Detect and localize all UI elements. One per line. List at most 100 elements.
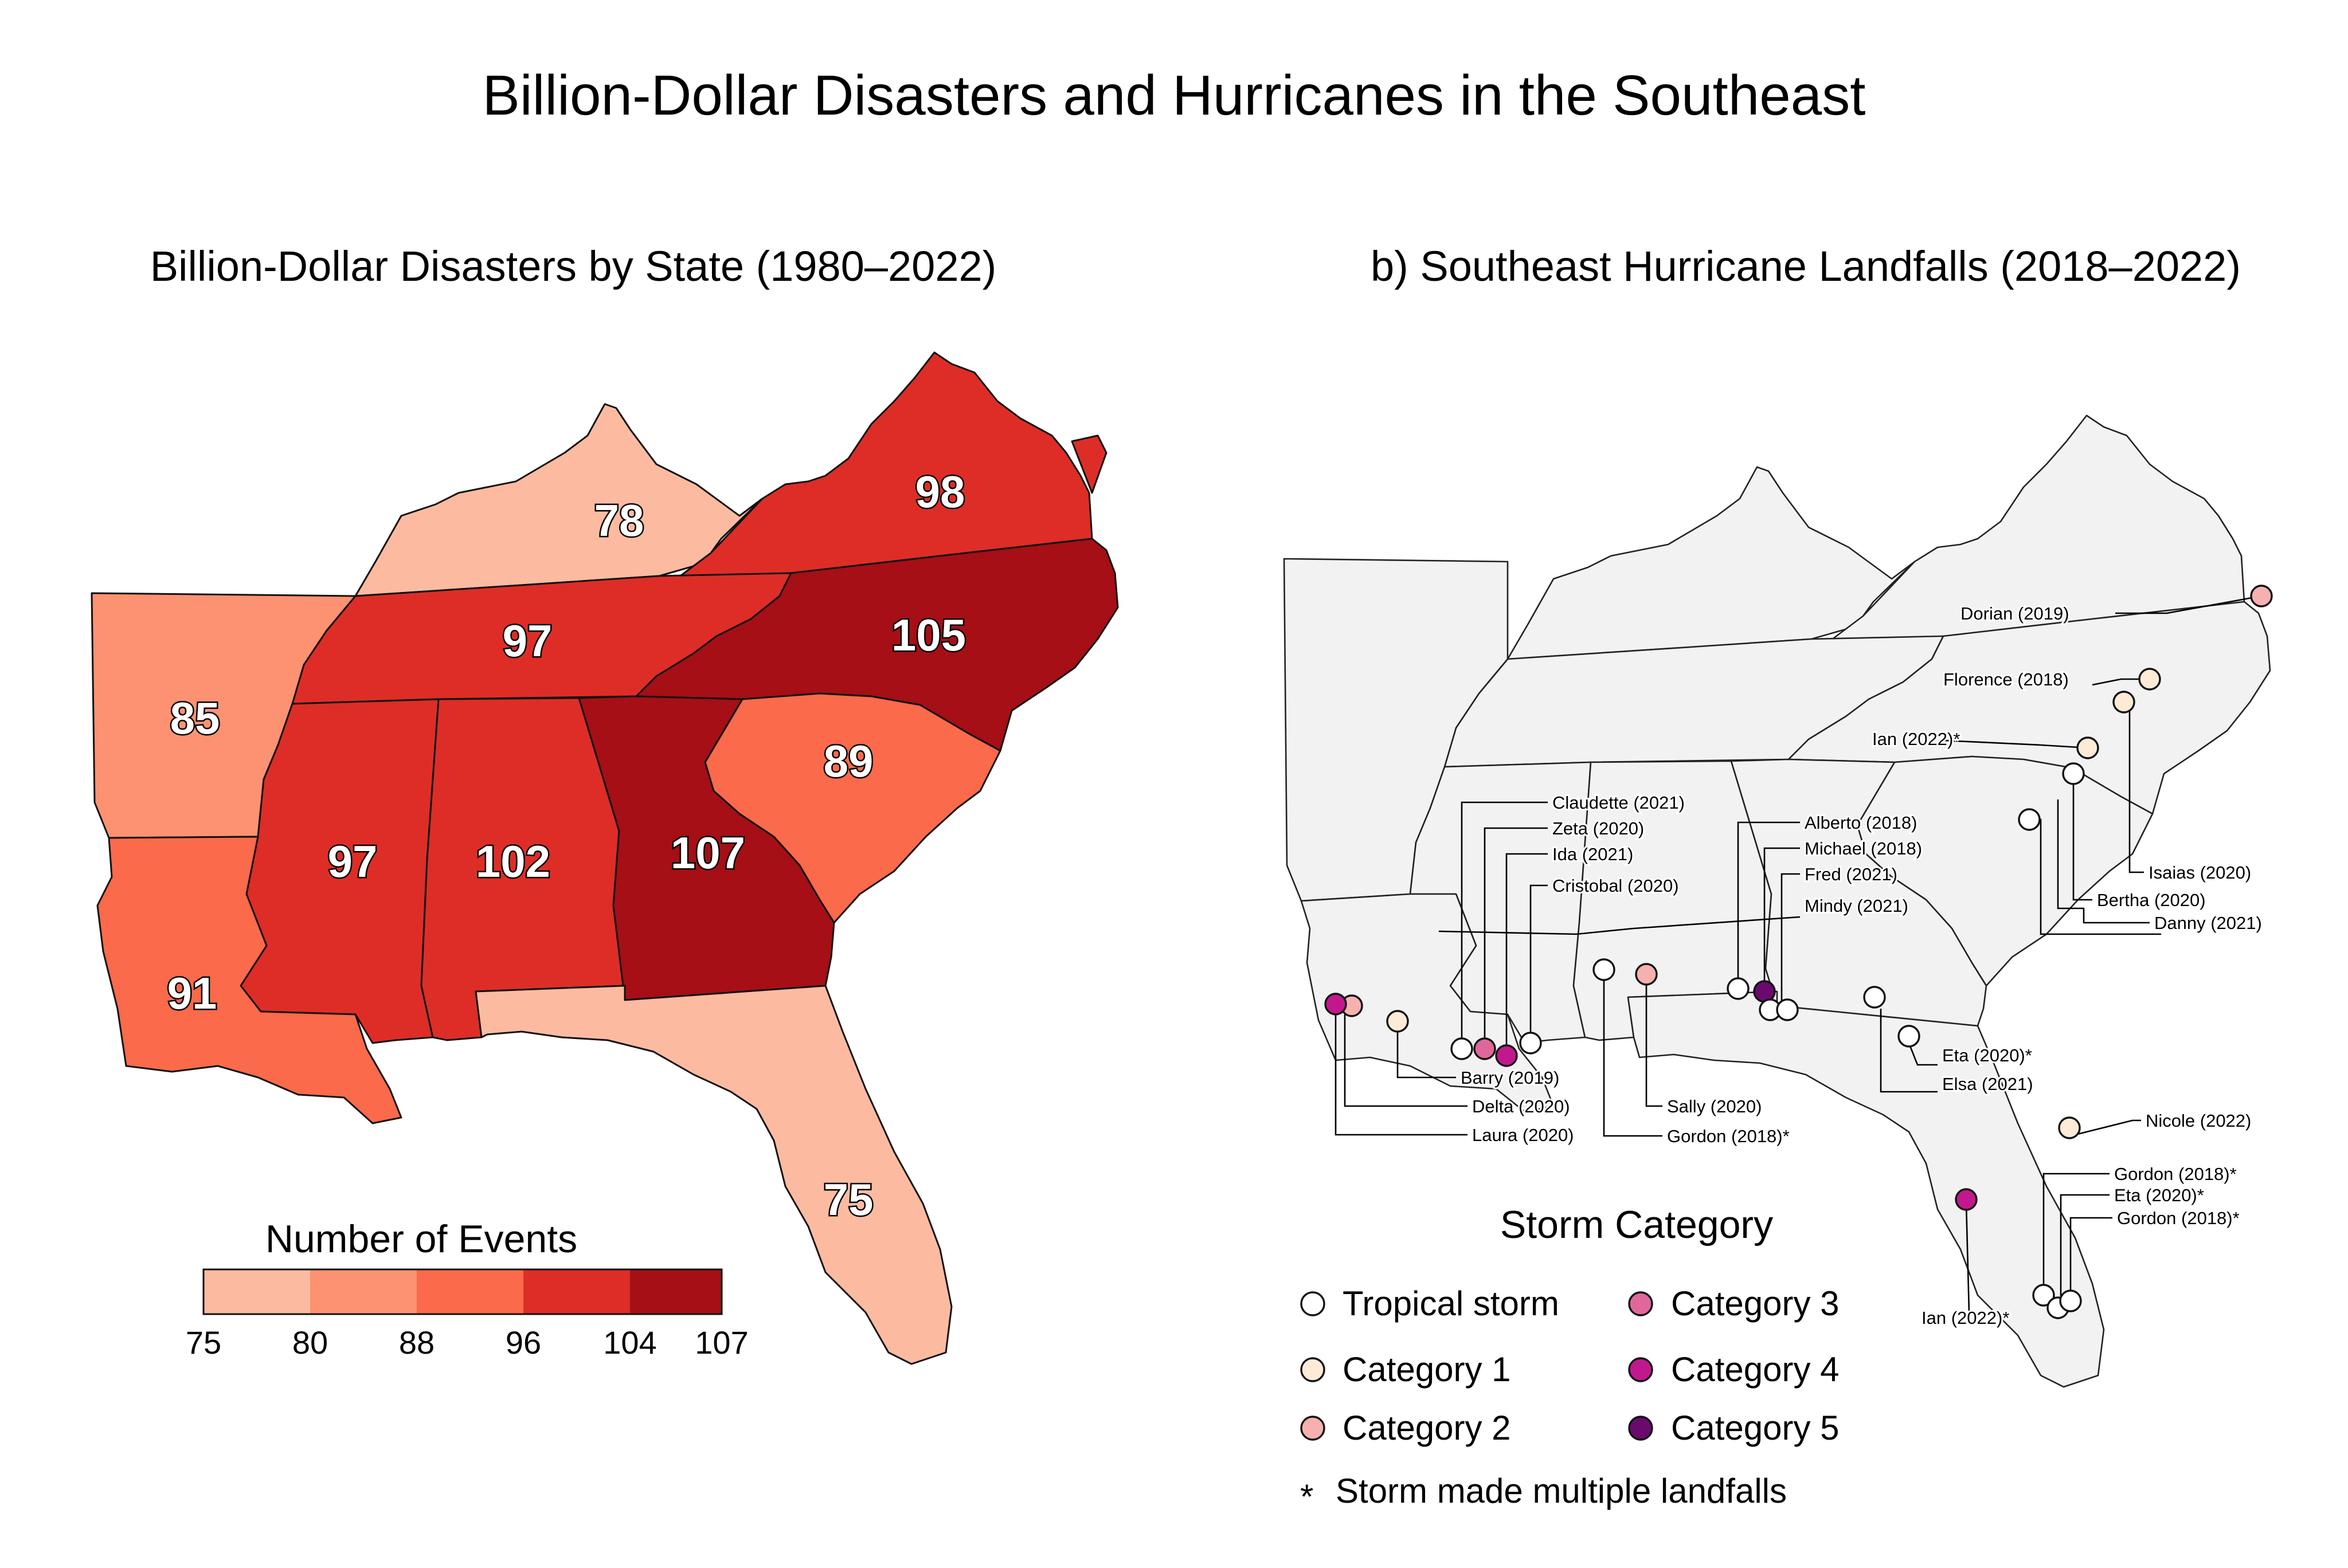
multiple-landfall-note: Storm made multiple landfalls [1336, 1472, 1787, 1510]
legend-marker-category-3 [1628, 1291, 1653, 1316]
landfall-marker[interactable] [2018, 808, 2041, 831]
landfall-marker[interactable] [1324, 993, 1347, 1016]
multiple-landfall-asterisk: * [1300, 1477, 1313, 1516]
legend-label-category-1: Category 1 [1343, 1350, 1511, 1389]
leader-line [1780, 873, 1800, 1010]
landfall-marker[interactable] [1955, 1188, 1978, 1211]
panel-a-title: Billion-Dollar Disasters by State (1980–… [150, 242, 997, 290]
leader-line [1335, 1009, 1468, 1136]
landfall-marker[interactable] [2250, 585, 2273, 607]
landfall-marker[interactable] [2062, 762, 2085, 785]
state-value-louisiana: 91 [167, 968, 217, 1018]
state-value-arkansas: 85 [170, 693, 220, 743]
storm-label: Zeta (2020) [1552, 818, 1644, 838]
storm-label: Claudette (2021) [1552, 793, 1685, 813]
leader-line [2115, 595, 2262, 614]
color-bar-title: Number of Events [265, 1217, 577, 1261]
storm-label: Ian (2022)* [1872, 729, 1960, 749]
landfall-marker[interactable] [1450, 1037, 1473, 1060]
landfall-marker[interactable] [2059, 1289, 2082, 1312]
legend-label-category-5: Category 5 [1671, 1409, 1840, 1447]
storm-label: Nicole (2022) [2146, 1111, 2251, 1131]
storm-label: Michael (2018) [1805, 838, 1922, 859]
state-florida[interactable] [475, 985, 953, 1365]
color-bar [202, 1268, 723, 1315]
storm-label: Elsa (2021) [1942, 1074, 2033, 1094]
leader-line [1737, 821, 1800, 989]
leader-line [2042, 1173, 2110, 1304]
storm-label: Ian (2022)* [1922, 1308, 2009, 1328]
color-bar-tick: 80 [292, 1324, 328, 1361]
storm-label: Gordon (2018)* [1667, 1126, 1790, 1146]
landfall-marker[interactable] [1592, 958, 1615, 981]
landfall-marker[interactable] [1495, 1044, 1518, 1067]
leader-line [1645, 974, 1662, 1107]
state-georgia[interactable] [578, 695, 835, 1001]
storm-category-legend: Storm Category Tropical storm Category 1… [1300, 1203, 1840, 1516]
main-title: Billion-Dollar Disasters and Hurricanes … [482, 64, 1865, 127]
state-delmarva [1071, 434, 1108, 494]
leader-line [2072, 774, 2092, 901]
color-bar-ticks: 75 80 88 96 104 107 [186, 1324, 749, 1361]
legend-marker-category-4 [1628, 1357, 1653, 1382]
legend-label-category-4: Category 4 [1671, 1350, 1840, 1389]
state-louisiana[interactable] [96, 836, 402, 1124]
storm-label: Isaias (2020) [2149, 863, 2251, 883]
legend-label-tropical-storm: Tropical storm [1343, 1284, 1559, 1323]
landfall-marker[interactable] [2032, 1284, 2055, 1307]
color-bar-tick: 75 [186, 1324, 221, 1361]
leader-line [1461, 801, 1548, 1049]
legend-label-category-2: Category 2 [1343, 1409, 1511, 1447]
storm-label: Laura (2020) [1472, 1125, 1574, 1145]
legend-marker-category-2 [1300, 1416, 1325, 1441]
storm-label: Gordon (2018)* [2114, 1164, 2237, 1184]
storm-label: Fred (2021) [1805, 864, 1897, 884]
color-bar-swatch [417, 1269, 523, 1314]
leader-line [1965, 1203, 1970, 1313]
storm-labels: Dorian (2019) Florence (2018) Ian (2022)… [1459, 602, 2264, 1330]
color-bar-tick: 107 [695, 1324, 748, 1361]
color-bar-legend: Number of Events 75 80 88 96 104 107 [186, 1217, 749, 1361]
storm-label: Sally (2020) [1667, 1096, 1762, 1116]
storm-label: Danny (2021) [2154, 913, 2262, 933]
landfall-marker[interactable] [1635, 963, 1658, 986]
landfall-marker[interactable] [1863, 986, 1886, 1009]
leader-line [1484, 827, 1548, 1049]
state-virginia[interactable] [675, 351, 1093, 580]
storm-label: Barry (2019) [1461, 1068, 1559, 1088]
basemap-florida [1627, 990, 2105, 1388]
landfall-marker[interactable] [1897, 1025, 1920, 1048]
state-value-labels: 78 98 97 105 85 89 97 102 107 91 75 [166, 465, 967, 1226]
state-value-alabama: 102 [476, 836, 550, 887]
landfall-marker[interactable] [2058, 1116, 2081, 1139]
landfall-marker[interactable] [1473, 1037, 1496, 1060]
color-bar-tick: 88 [399, 1324, 435, 1361]
landfall-marker[interactable] [2138, 668, 2161, 691]
leader-line [1907, 1040, 1938, 1066]
storm-label: Eta (2020)* [2114, 1185, 2204, 1205]
state-value-kentucky: 78 [594, 495, 644, 546]
color-bar-frame [202, 1268, 723, 1315]
landfall-marker[interactable] [1519, 1032, 1542, 1055]
state-value-south-carolina: 89 [824, 736, 874, 786]
state-value-north-carolina: 105 [891, 610, 966, 660]
color-bar-tick: 104 [603, 1324, 656, 1361]
color-bar-swatch [523, 1269, 630, 1314]
landfall-marker[interactable] [1386, 1010, 1409, 1033]
storm-label: Ida (2021) [1552, 844, 1633, 864]
leader-line [1438, 916, 1801, 935]
legend-marker-category-1 [1300, 1357, 1325, 1382]
landfall-marker[interactable] [1727, 977, 1750, 1000]
landfall-marker[interactable] [2076, 736, 2099, 759]
storm-legend-title: Storm Category [1500, 1203, 1773, 1246]
leader-line [1763, 847, 1800, 1010]
storm-label: Mindy (2021) [1805, 896, 1908, 916]
storm-label: Gordon (2018)* [2117, 1208, 2240, 1228]
panel-b-title: b) Southeast Hurricane Landfalls (2018–2… [1371, 242, 2241, 290]
color-bar-swatch [310, 1269, 417, 1314]
leader-line [1529, 884, 1548, 1043]
landfall-marker[interactable] [2112, 691, 2135, 714]
landfall-marker[interactable] [1776, 998, 1799, 1021]
choropleth-map [91, 351, 1119, 1365]
